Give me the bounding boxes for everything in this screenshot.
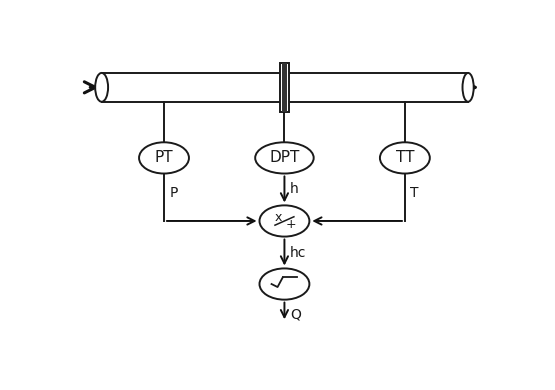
Ellipse shape	[139, 142, 189, 174]
Text: Q: Q	[290, 308, 301, 322]
Text: DPT: DPT	[269, 151, 300, 165]
Text: PT: PT	[155, 151, 173, 165]
Ellipse shape	[95, 73, 108, 102]
Bar	[282, 63, 287, 112]
Ellipse shape	[255, 142, 314, 174]
Ellipse shape	[260, 206, 309, 237]
Text: hc: hc	[290, 246, 306, 259]
Text: TT: TT	[396, 151, 414, 165]
Text: x: x	[275, 211, 282, 225]
Text: h: h	[290, 183, 299, 197]
Ellipse shape	[260, 268, 309, 300]
Bar	[280, 63, 289, 112]
Ellipse shape	[462, 73, 474, 102]
Text: P: P	[170, 186, 178, 200]
Ellipse shape	[380, 142, 430, 174]
Text: +: +	[285, 218, 296, 231]
Text: T: T	[411, 186, 419, 200]
